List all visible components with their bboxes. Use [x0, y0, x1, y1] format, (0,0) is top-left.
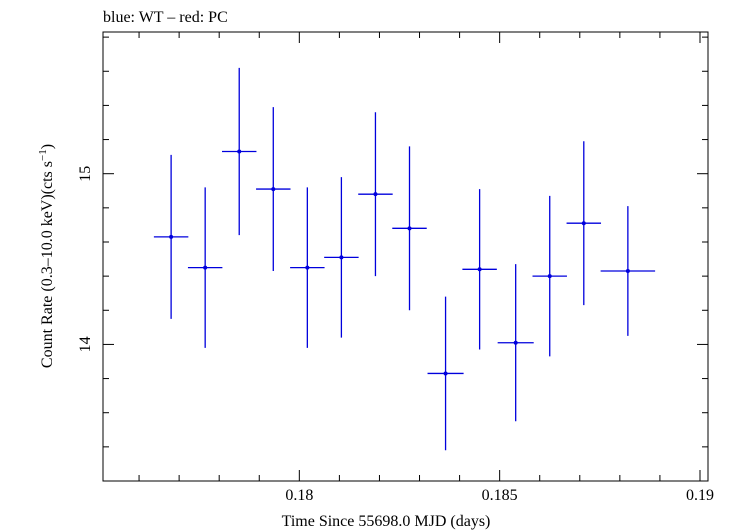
y-axis-label-exponent: −1 — [37, 149, 49, 161]
data-marker — [625, 269, 630, 274]
y-axis-label-close: ) — [39, 144, 56, 149]
x-tick-label: 0.18 — [285, 487, 313, 504]
y-tick-label: 15 — [77, 166, 94, 182]
x-axis-label: Time Since 55698.0 MJD (days) — [282, 513, 491, 530]
data-marker — [169, 234, 174, 239]
data-marker — [237, 149, 242, 154]
data-point — [324, 177, 359, 338]
data-marker — [547, 274, 552, 279]
data-point — [256, 107, 291, 272]
data-point — [187, 187, 223, 348]
data-points — [153, 67, 656, 451]
y-axis-ticks: 14 15 — [77, 36, 708, 482]
data-point — [427, 296, 464, 451]
data-point — [462, 189, 497, 350]
chart-title: blue: WT – red: PC — [103, 9, 228, 26]
data-marker — [373, 192, 378, 197]
data-marker — [203, 265, 208, 270]
data-marker — [339, 255, 344, 260]
x-tick-label: 0.185 — [482, 487, 518, 504]
data-point — [392, 146, 427, 311]
data-point — [153, 154, 189, 319]
data-point — [532, 195, 567, 357]
data-point — [497, 264, 534, 422]
data-marker — [513, 340, 518, 345]
data-point — [566, 141, 602, 306]
data-point — [358, 112, 393, 277]
x-tick-label: 0.19 — [686, 487, 714, 504]
data-marker — [305, 265, 310, 270]
data-marker — [581, 221, 586, 226]
y-tick-label: 14 — [77, 336, 94, 352]
x-axis-ticks: 0.18 0.185 0.19 — [138, 32, 714, 504]
y-axis-label: Count Rate (0.3–10.0 keV)(cts s−1) — [37, 144, 56, 368]
data-marker — [477, 267, 482, 272]
data-point — [290, 187, 325, 348]
data-marker — [271, 187, 276, 192]
data-point — [600, 206, 656, 336]
plot-frame — [102, 31, 709, 482]
y-axis-label-main: Count Rate (0.3–10.0 keV)(cts s — [39, 161, 56, 368]
data-point — [221, 67, 257, 236]
data-marker — [407, 226, 412, 231]
data-marker — [443, 371, 448, 376]
